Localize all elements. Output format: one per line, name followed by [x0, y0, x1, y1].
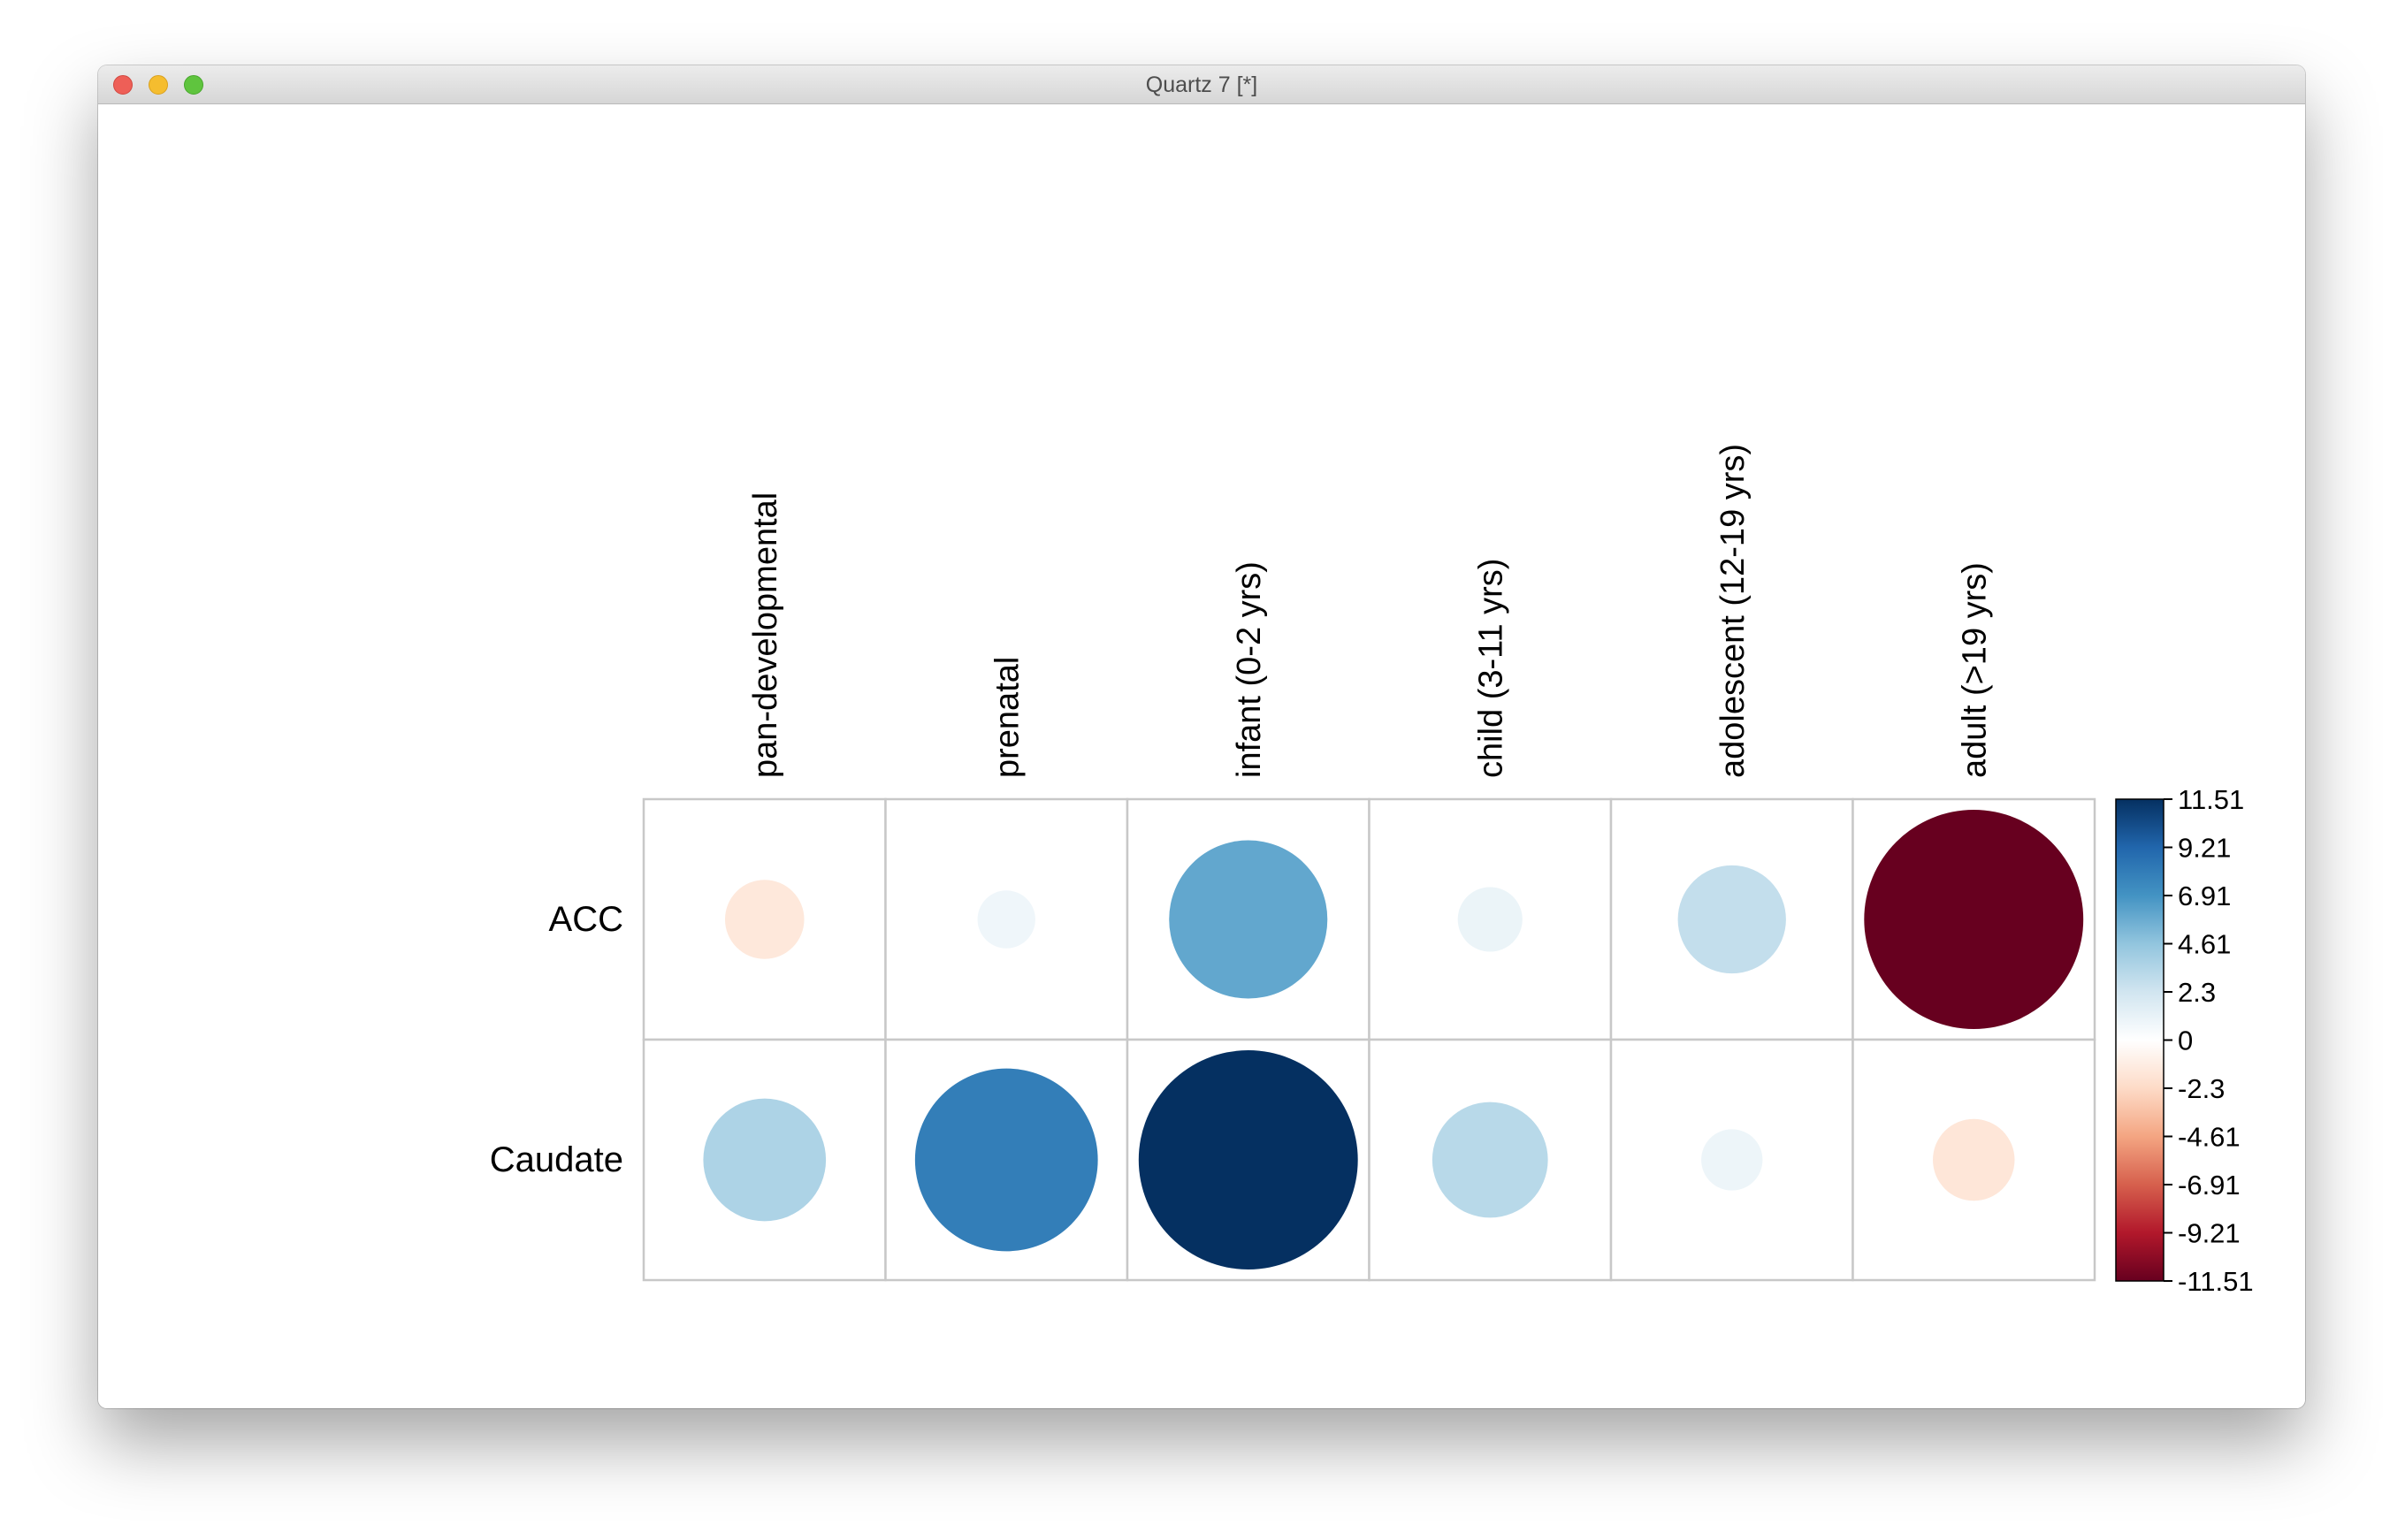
- color-bar: [2115, 798, 2164, 1282]
- axis-labels: ACC Caudate pan-developmental prenatal infan…: [490, 444, 1993, 1179]
- legend-tick-label: 9.21: [2178, 833, 2231, 864]
- data-circle: [1933, 1118, 2015, 1201]
- data-circle: [703, 1098, 827, 1222]
- row-label: Caudate: [490, 1140, 623, 1179]
- corrplot-chart: ACC Caudate pan-developmental prenatal infan…: [490, 444, 2254, 1297]
- data-circle: [1432, 1102, 1548, 1218]
- legend-tick-label: 11.51: [2178, 784, 2244, 815]
- data-circle: [1457, 887, 1523, 952]
- legend-tick-label: -9.21: [2178, 1218, 2241, 1249]
- column-label: pan-developmental: [747, 492, 784, 778]
- data-circle: [977, 890, 1035, 949]
- close-button[interactable]: [113, 75, 133, 95]
- plot-area: ACC Caudate pan-developmental prenatal infan…: [98, 104, 2305, 1408]
- legend-tick-label: -4.61: [2178, 1122, 2241, 1153]
- window-title: Quartz 7 [*]: [1145, 72, 1258, 97]
- color-legend: 11.51 9.21 6.91 4.61 2.3 0 -2.3 -4.61 -6.91 -9.21…: [2115, 784, 2254, 1297]
- legend-tick-label: 0: [2178, 1025, 2193, 1056]
- circles: [703, 810, 2084, 1269]
- data-circle: [724, 880, 805, 959]
- column-label: infant (0-2 yrs): [1231, 561, 1268, 778]
- data-circle: [1677, 865, 1786, 974]
- plot-window: Quartz 7 [*] ACC Caudate pan-developmental…: [98, 65, 2305, 1408]
- data-circle: [1701, 1129, 1763, 1191]
- column-label: adolescent (12-19 yrs): [1714, 444, 1752, 778]
- legend-tick-label: -2.3: [2178, 1073, 2225, 1104]
- legend-tick-label: 2.3: [2178, 977, 2216, 1008]
- zoom-button[interactable]: [184, 75, 203, 95]
- row-label: ACC: [549, 900, 623, 939]
- column-label: prenatal: [989, 657, 1026, 778]
- column-label: child (3-11 yrs): [1472, 559, 1509, 778]
- legend-tick-label: -11.51: [2178, 1266, 2254, 1297]
- legend-tick-label: -6.91: [2178, 1170, 2241, 1201]
- legend-tick-label: 6.91: [2178, 881, 2231, 911]
- data-circle: [914, 1068, 1098, 1252]
- data-circle: [1138, 1050, 1358, 1269]
- data-circle: [1864, 810, 2084, 1029]
- data-circle: [1169, 840, 1328, 999]
- column-label: adult (>19 yrs): [1956, 562, 1993, 778]
- minimize-button[interactable]: [149, 75, 168, 95]
- legend-tick-label: 4.61: [2178, 929, 2231, 960]
- title-bar[interactable]: Quartz 7 [*]: [98, 65, 2305, 104]
